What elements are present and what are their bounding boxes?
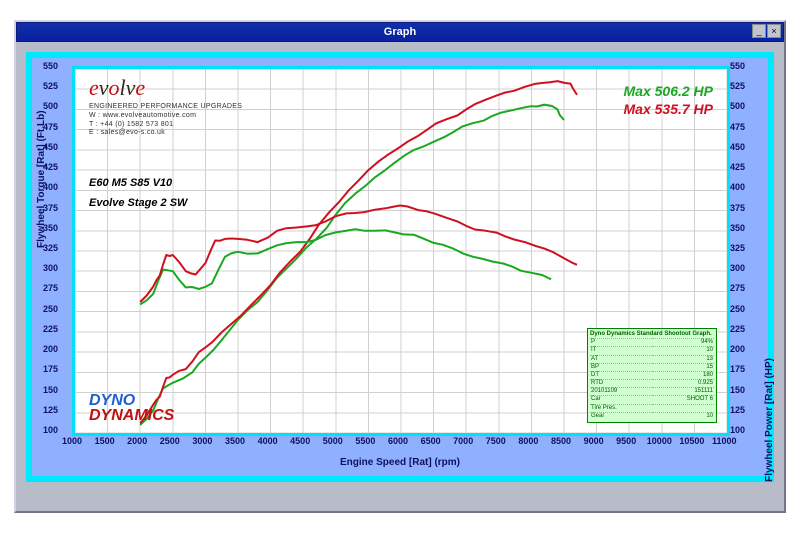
x-tick: 7000	[451, 436, 475, 446]
y-tick-left: 475	[43, 122, 58, 132]
y-tick-right: 225	[730, 324, 745, 334]
evolve-tel: T : +44 (0) 1582 573 801	[89, 121, 242, 130]
x-tick: 9000	[582, 436, 606, 446]
app-window: Graph _ × Flywheel Torque [Rat] (Ft.Lb) …	[14, 20, 786, 513]
max-hp-stock: Max 506.2 HP	[624, 83, 714, 99]
window-title: Graph	[384, 26, 416, 38]
y-tick-left: 350	[43, 223, 58, 233]
y-tick-left: 200	[43, 344, 58, 354]
y-tick-right: 200	[730, 344, 745, 354]
vehicle-caption: E60 M5 S85 V10	[89, 177, 172, 189]
y-tick-right: 325	[730, 243, 745, 253]
y-tick-left: 150	[43, 385, 58, 395]
x-tick: 8000	[516, 436, 540, 446]
evolve-tagline: ENGINEERED PERFORMANCE UPGRADES	[89, 103, 242, 112]
x-tick: 9500	[614, 436, 638, 446]
y-tick-right: 525	[730, 81, 745, 91]
evolve-logo: evolve	[89, 75, 145, 101]
x-tick: 3500	[223, 436, 247, 446]
x-tick: 1000	[60, 436, 84, 446]
y-tick-right: 275	[730, 283, 745, 293]
x-tick: 7500	[484, 436, 508, 446]
y-tick-left: 250	[43, 304, 58, 314]
y-tick-right: 400	[730, 182, 745, 192]
minimize-btn-icon[interactable]: _	[752, 24, 766, 38]
x-tick: 11000	[712, 436, 736, 446]
x-tick: 6500	[419, 436, 443, 446]
y-tick-right: 475	[730, 122, 745, 132]
y-tick-left: 425	[43, 162, 58, 172]
plot-area: evolve ENGINEERED PERFORMANCE UPGRADES W…	[72, 66, 730, 436]
x-tick: 8500	[549, 436, 573, 446]
x-tick: 5000	[321, 436, 345, 446]
y-tick-right: 425	[730, 162, 745, 172]
x-tick: 4500	[288, 436, 312, 446]
dyno-logo-line2: DYNAMICS	[89, 407, 174, 424]
y-tick-right: 450	[730, 142, 745, 152]
y-tick-right: 100	[730, 425, 745, 435]
y-tick-left: 225	[43, 324, 58, 334]
y-tick-right: 375	[730, 203, 745, 213]
y-tick-left: 175	[43, 364, 58, 374]
y-tick-left: 550	[43, 61, 58, 71]
x-tick: 3000	[190, 436, 214, 446]
y-tick-right: 250	[730, 304, 745, 314]
x-tick: 1500	[93, 436, 117, 446]
window-titlebar: Graph _ ×	[16, 22, 784, 42]
chart-shell: Flywheel Torque [Rat] (Ft.Lb) Flywheel P…	[26, 52, 774, 482]
close-btn-icon[interactable]: ×	[767, 24, 781, 38]
y-tick-right: 175	[730, 364, 745, 374]
info-box-header: Dyno Dynamics Standard Shootout Graph.	[590, 331, 714, 338]
y-tick-right: 125	[730, 405, 745, 415]
y-tick-left: 100	[43, 425, 58, 435]
x-tick: 5500	[353, 436, 377, 446]
y-tick-right: 150	[730, 385, 745, 395]
dyno-dynamics-logo: DYNO DYNAMICS	[89, 394, 174, 423]
y-tick-left: 400	[43, 182, 58, 192]
y-tick-left: 500	[43, 101, 58, 111]
x-tick: 10500	[679, 436, 703, 446]
y-tick-right: 300	[730, 263, 745, 273]
x-tick: 2500	[158, 436, 182, 446]
y-tick-left: 375	[43, 203, 58, 213]
info-table: P94%IT10AT13BP15DT180RTD0.92520101109151…	[590, 338, 714, 420]
y-tick-right: 500	[730, 101, 745, 111]
y-tick-left: 450	[43, 142, 58, 152]
y-tick-left: 300	[43, 263, 58, 273]
y-tick-left: 325	[43, 243, 58, 253]
max-hp-tuned: Max 535.7 HP	[624, 101, 714, 117]
y-tick-left: 125	[43, 405, 58, 415]
tune-caption: Evolve Stage 2 SW	[89, 197, 187, 209]
y-tick-right: 550	[730, 61, 745, 71]
shootout-info-box: Dyno Dynamics Standard Shootout Graph. P…	[587, 328, 717, 423]
x-tick: 2000	[125, 436, 149, 446]
x-axis-label: Engine Speed [Rat] (rpm)	[32, 457, 768, 468]
evolve-web: W : www.evolveautomotive.com	[89, 112, 242, 121]
y-tick-right: 350	[730, 223, 745, 233]
evolve-email: E : sales@evo-s.co.uk	[89, 129, 242, 138]
x-tick: 6000	[386, 436, 410, 446]
window-controls: _ ×	[752, 24, 781, 38]
x-tick: 10000	[647, 436, 671, 446]
y-tick-left: 275	[43, 283, 58, 293]
x-tick: 4000	[256, 436, 280, 446]
evolve-contact: ENGINEERED PERFORMANCE UPGRADES W : www.…	[89, 103, 242, 138]
y-tick-left: 525	[43, 81, 58, 91]
